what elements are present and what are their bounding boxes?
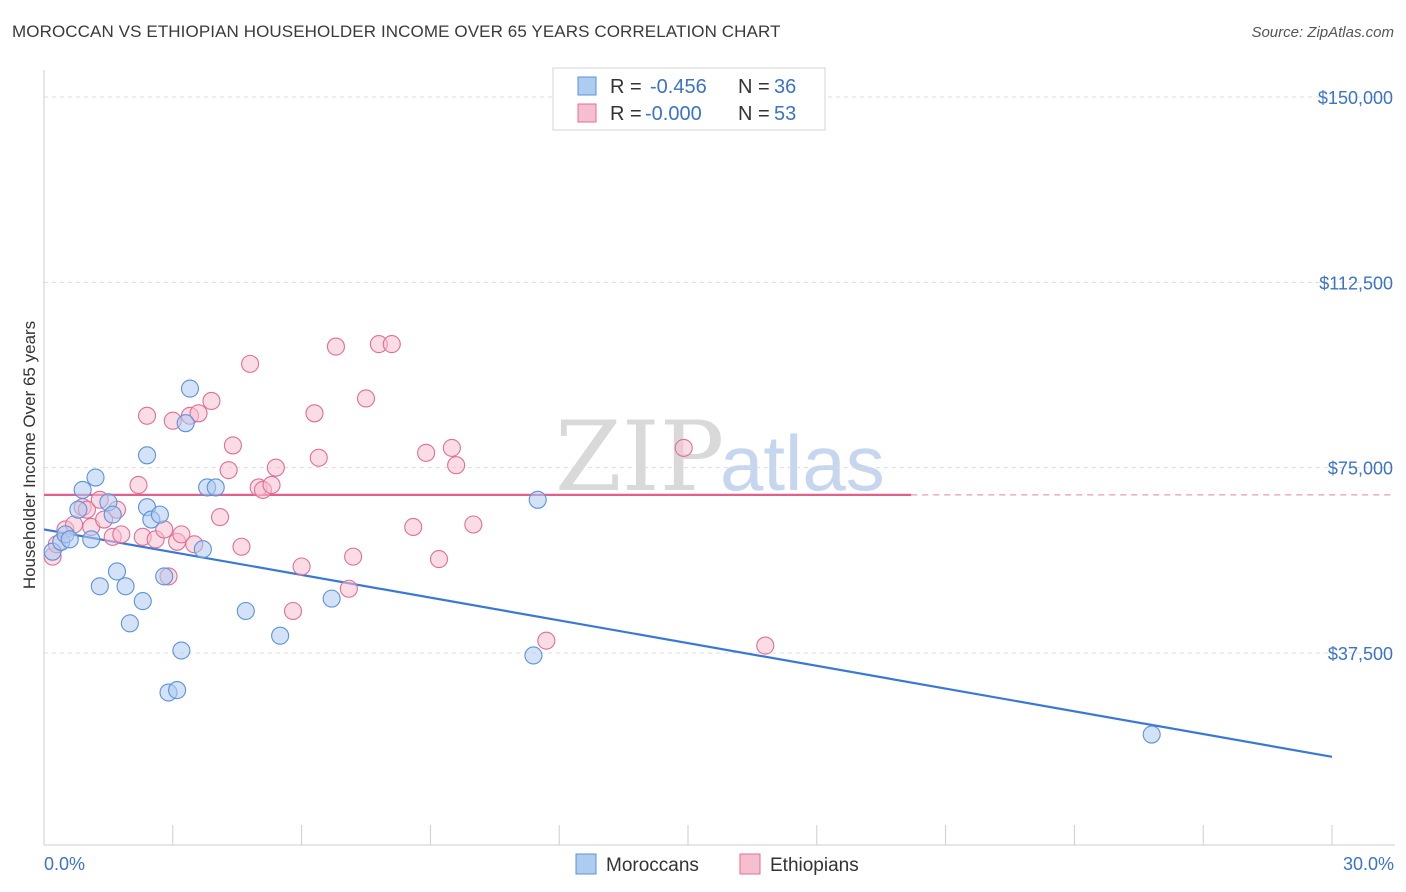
legend-r-label-1: R = <box>610 76 642 98</box>
point-moroccans-24 <box>180 379 200 398</box>
point-moroccans-13 <box>120 614 139 633</box>
point-ethiopians-49 <box>464 515 483 534</box>
x-tick-label-0: 0.0% <box>44 854 85 874</box>
point-ethiopians-31 <box>262 475 281 495</box>
legend-n-label-2: N = <box>738 103 770 125</box>
point-moroccans-28 <box>236 601 255 621</box>
point-moroccans-27 <box>206 478 225 497</box>
legend-n-value-2: 53 <box>774 103 796 125</box>
point-ethiopians-46 <box>429 550 449 569</box>
legend-r-value-2: -0.000 <box>645 103 702 125</box>
point-moroccans-4 <box>69 500 88 519</box>
point-ethiopians-24 <box>202 391 221 410</box>
point-moroccans-3 <box>60 530 79 549</box>
point-ethiopians-50 <box>537 631 556 650</box>
point-ethiopians-32 <box>266 458 285 477</box>
gridlines <box>44 96 1395 654</box>
point-moroccans-5 <box>73 480 92 499</box>
y-tick-label-0: $37,500 <box>1328 644 1393 664</box>
point-moroccans-10 <box>103 505 122 524</box>
bottom-legend-ethiopians: Ethiopians <box>770 855 859 876</box>
legend-r-label-2: R = <box>610 103 642 125</box>
point-ethiopians-34 <box>292 557 311 576</box>
point-moroccans-32 <box>528 490 547 509</box>
point-moroccans-29 <box>271 626 290 645</box>
point-ethiopians-38 <box>339 579 358 598</box>
y-tick-label-3: $150,000 <box>1318 88 1393 108</box>
x-ticks: 0.0% 30.0% <box>43 825 1394 874</box>
trend-line-moroccans <box>43 528 1333 758</box>
point-ethiopians-36 <box>309 448 328 467</box>
point-moroccans-31 <box>524 646 543 665</box>
point-ethiopians-39 <box>344 547 363 566</box>
correlation-legend: R = -0.456 N = 36 R = -0.000 N = 53 <box>552 67 826 131</box>
point-moroccans-33 <box>1142 725 1161 744</box>
point-moroccans-7 <box>86 468 105 487</box>
point-ethiopians-52 <box>756 636 775 655</box>
watermark-zip: ZIP <box>555 401 724 513</box>
point-moroccans-11 <box>107 562 127 581</box>
point-ethiopians-51 <box>674 438 693 457</box>
point-ethiopians-44 <box>404 517 423 537</box>
legend-swatch-moroccans <box>577 76 597 96</box>
point-ethiopians-43 <box>241 354 260 373</box>
point-ethiopians-12 <box>129 475 148 495</box>
point-moroccans-19 <box>155 567 174 586</box>
point-ethiopians-25 <box>210 508 230 527</box>
point-moroccans-8 <box>90 577 109 596</box>
point-moroccans-12 <box>116 577 135 596</box>
point-ethiopians-47 <box>442 438 461 457</box>
legend-swatch-ethiopians <box>577 103 597 123</box>
point-ethiopians-45 <box>417 443 436 462</box>
legend-n-label-1: N = <box>738 76 770 98</box>
trend-lines <box>43 493 1395 758</box>
legend-r-value-1: -0.456 <box>650 76 707 98</box>
legend-n-value-1: 36 <box>774 76 796 98</box>
point-moroccans-16 <box>137 446 157 465</box>
source-label: Source: ZipAtlas.com <box>1251 24 1394 41</box>
point-ethiopians-26 <box>219 461 238 480</box>
point-moroccans-18 <box>150 505 169 524</box>
legend-box <box>552 67 826 131</box>
point-ethiopians-48 <box>447 456 466 475</box>
point-ethiopians-14 <box>137 406 157 425</box>
point-ethiopians-11 <box>112 525 131 544</box>
y-ticks: $37,500 $75,000 $112,500 $150,000 <box>1318 88 1393 664</box>
point-ethiopians-37 <box>326 337 345 356</box>
y-axis-label: Householder Income Over 65 years <box>20 321 39 589</box>
bottom-legend-moroccans: Moroccans <box>606 855 699 876</box>
y-tick-label-1: $75,000 <box>1328 459 1393 479</box>
point-moroccans-25 <box>193 540 212 559</box>
point-ethiopians-40 <box>356 389 376 408</box>
point-moroccans-14 <box>133 592 152 611</box>
point-ethiopians-42 <box>382 335 401 354</box>
watermark-atlas: atlas <box>720 419 885 507</box>
point-ethiopians-28 <box>232 537 251 556</box>
point-moroccans-30 <box>322 589 341 608</box>
point-ethiopians-33 <box>283 601 303 621</box>
point-moroccans-23 <box>176 414 195 433</box>
point-ethiopians-23 <box>189 404 208 423</box>
y-tick-label-2: $112,500 <box>1319 273 1393 293</box>
point-ethiopians-20 <box>172 525 191 544</box>
point-ethiopians-35 <box>305 404 324 423</box>
bottom-legend-swatch-ethiopians <box>739 853 761 875</box>
data-points <box>43 335 1161 744</box>
x-tick-label-1: 30.0% <box>1343 854 1394 874</box>
point-moroccans-21 <box>168 681 187 700</box>
axes <box>43 70 1395 846</box>
series-legend: Moroccans Ethiopians <box>575 853 859 876</box>
point-moroccans-22 <box>172 641 191 660</box>
chart-title: MOROCCAN VS ETHIOPIAN HOUSEHOLDER INCOME… <box>12 22 781 41</box>
bottom-legend-swatch-moroccans <box>575 853 597 875</box>
point-moroccans-6 <box>82 530 101 549</box>
point-ethiopians-27 <box>223 436 242 455</box>
